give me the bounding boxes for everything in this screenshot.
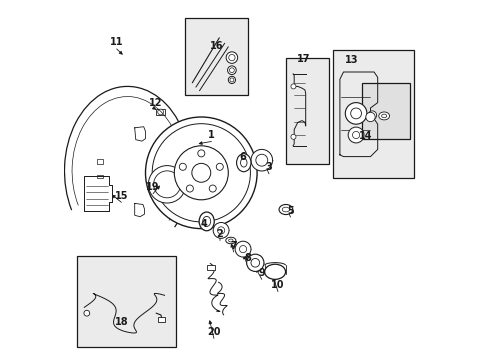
Circle shape <box>84 310 89 316</box>
Text: 11: 11 <box>110 37 123 48</box>
Bar <box>97 159 103 164</box>
Circle shape <box>153 171 180 198</box>
Bar <box>77 256 176 347</box>
Text: 7: 7 <box>230 240 237 251</box>
Ellipse shape <box>264 264 285 279</box>
Circle shape <box>350 108 361 119</box>
Bar <box>185 18 247 95</box>
Circle shape <box>250 149 272 171</box>
Text: 17: 17 <box>297 54 310 64</box>
Circle shape <box>145 117 257 229</box>
Text: 1: 1 <box>207 130 214 140</box>
Circle shape <box>235 241 250 257</box>
Bar <box>97 175 103 178</box>
Text: 12: 12 <box>148 98 162 108</box>
Circle shape <box>186 185 193 192</box>
Circle shape <box>239 246 246 253</box>
Circle shape <box>217 227 224 234</box>
Bar <box>158 317 164 322</box>
Text: 9: 9 <box>258 268 264 278</box>
Text: 16: 16 <box>209 41 223 51</box>
Circle shape <box>352 131 359 139</box>
Ellipse shape <box>240 158 246 167</box>
Ellipse shape <box>279 204 292 215</box>
Circle shape <box>148 166 185 203</box>
Text: 10: 10 <box>271 280 284 290</box>
Circle shape <box>228 76 235 84</box>
Circle shape <box>367 111 376 120</box>
Text: 4: 4 <box>201 219 207 229</box>
Circle shape <box>228 54 235 61</box>
Circle shape <box>216 163 223 170</box>
Ellipse shape <box>203 216 210 226</box>
Text: 19: 19 <box>146 182 160 192</box>
Text: 6: 6 <box>239 152 245 162</box>
Circle shape <box>225 52 237 63</box>
Circle shape <box>197 150 204 157</box>
Ellipse shape <box>236 154 250 172</box>
Text: 2: 2 <box>216 229 223 239</box>
Circle shape <box>290 84 295 89</box>
Circle shape <box>255 154 267 166</box>
Circle shape <box>345 103 366 124</box>
Circle shape <box>158 109 163 115</box>
Ellipse shape <box>381 114 386 118</box>
Text: 13: 13 <box>344 55 357 66</box>
Text: 20: 20 <box>207 327 220 337</box>
Circle shape <box>152 124 250 222</box>
Circle shape <box>209 185 216 192</box>
Circle shape <box>229 78 233 82</box>
Text: 18: 18 <box>114 317 128 327</box>
Circle shape <box>191 163 210 182</box>
Circle shape <box>179 163 186 170</box>
Text: 3: 3 <box>265 162 272 172</box>
Ellipse shape <box>225 237 235 244</box>
Bar <box>332 50 413 178</box>
Ellipse shape <box>282 207 289 212</box>
Text: 14: 14 <box>359 131 372 141</box>
Ellipse shape <box>199 212 214 231</box>
Circle shape <box>290 134 295 139</box>
Circle shape <box>227 66 236 75</box>
Circle shape <box>246 254 264 271</box>
Text: 15: 15 <box>114 191 128 201</box>
Circle shape <box>174 146 228 200</box>
Bar <box>156 109 165 115</box>
Bar <box>206 265 214 270</box>
Bar <box>285 58 328 164</box>
Text: 5: 5 <box>286 206 293 216</box>
Text: 8: 8 <box>244 253 250 264</box>
Circle shape <box>347 127 363 143</box>
Circle shape <box>213 222 228 238</box>
Bar <box>361 83 409 139</box>
Circle shape <box>365 112 374 122</box>
Ellipse shape <box>378 112 389 120</box>
Circle shape <box>250 258 259 267</box>
Ellipse shape <box>228 239 232 242</box>
Circle shape <box>229 68 234 73</box>
